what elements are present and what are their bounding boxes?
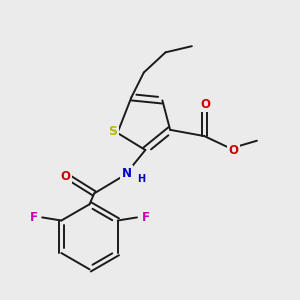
Text: O: O <box>229 143 239 157</box>
Text: S: S <box>108 125 117 138</box>
Text: O: O <box>201 98 211 111</box>
Text: H: H <box>137 173 146 184</box>
Text: N: N <box>122 167 132 180</box>
Text: F: F <box>142 211 150 224</box>
Text: O: O <box>61 170 71 183</box>
Text: F: F <box>29 211 38 224</box>
